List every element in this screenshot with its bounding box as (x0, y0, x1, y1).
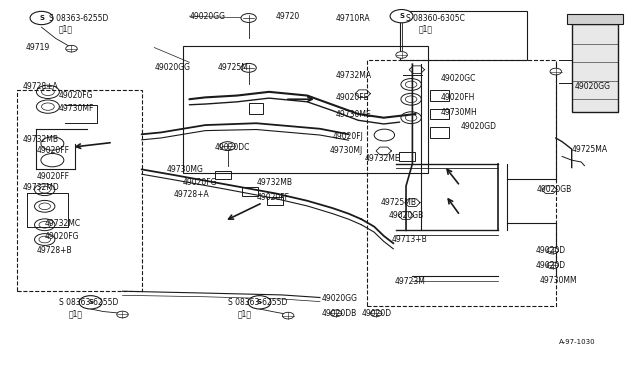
Text: 49020FE: 49020FE (336, 93, 369, 102)
Text: 49020FH: 49020FH (441, 93, 476, 102)
Bar (399, 153, 415, 161)
Text: 49732MB: 49732MB (256, 178, 292, 187)
Bar (268, 197, 284, 205)
Text: （1）: （1） (59, 25, 73, 33)
Text: S: S (399, 13, 404, 19)
Text: 49723M: 49723M (394, 278, 426, 286)
Text: 49020GD: 49020GD (460, 122, 496, 131)
Bar (430, 109, 449, 119)
Bar (572, 23, 618, 112)
Circle shape (550, 68, 561, 75)
Text: （1）: （1） (68, 309, 83, 318)
Text: S 08363-6255D: S 08363-6255D (59, 298, 118, 307)
Text: S 08360-6305C: S 08360-6305C (406, 13, 465, 22)
Text: 49020D: 49020D (536, 261, 566, 270)
Circle shape (241, 13, 256, 22)
Circle shape (390, 10, 413, 23)
Text: 49020FF: 49020FF (256, 193, 289, 202)
Text: 49020GG: 49020GG (575, 82, 611, 91)
Circle shape (66, 45, 77, 52)
Bar (17, 90, 141, 291)
Text: 49730MF: 49730MF (59, 104, 94, 113)
Circle shape (116, 311, 128, 318)
Bar (430, 127, 449, 138)
Circle shape (371, 310, 382, 317)
Text: 49020GC: 49020GC (441, 74, 476, 83)
Circle shape (30, 12, 53, 25)
Circle shape (79, 296, 102, 309)
Circle shape (396, 52, 407, 58)
Text: S: S (39, 15, 44, 20)
Text: 49728+A: 49728+A (173, 190, 209, 199)
Text: 49020GG: 49020GG (321, 294, 357, 303)
Text: 49725M: 49725M (218, 63, 249, 72)
Text: 49730MG: 49730MG (167, 165, 204, 174)
Text: 49732MB: 49732MB (22, 135, 58, 144)
Bar (430, 90, 449, 101)
Circle shape (282, 312, 294, 319)
Text: 49732MD: 49732MD (22, 183, 59, 192)
Text: 49020FF: 49020FF (36, 147, 69, 155)
Text: 49732MC: 49732MC (45, 219, 81, 228)
Text: 49728+B: 49728+B (36, 246, 72, 255)
Circle shape (547, 247, 558, 254)
Text: 49020GB: 49020GB (537, 185, 572, 194)
Text: 49730ME: 49730ME (336, 109, 372, 119)
Text: 49020GG: 49020GG (189, 12, 225, 21)
Text: 49728+A: 49728+A (22, 82, 58, 91)
Text: 49020D: 49020D (362, 309, 392, 318)
Text: S: S (257, 299, 262, 305)
Text: 49725MB: 49725MB (381, 198, 417, 207)
Text: 49020D: 49020D (536, 246, 566, 255)
Text: S: S (88, 299, 93, 305)
Text: 49020FJ: 49020FJ (333, 132, 364, 141)
Circle shape (220, 142, 236, 151)
Circle shape (248, 296, 271, 309)
Text: 49730MJ: 49730MJ (330, 147, 363, 155)
Bar (183, 46, 428, 173)
Text: 49730MM: 49730MM (540, 276, 577, 285)
Text: 49725MA: 49725MA (572, 145, 608, 154)
Text: 49730MH: 49730MH (441, 108, 478, 117)
Text: A-97-1030: A-97-1030 (559, 339, 596, 345)
Bar (215, 171, 231, 179)
Text: 49020GG: 49020GG (154, 63, 190, 72)
Bar (399, 11, 527, 61)
Text: 49720: 49720 (275, 12, 300, 21)
Circle shape (241, 63, 256, 72)
Text: 49732MA: 49732MA (336, 71, 372, 80)
Text: 49020DC: 49020DC (215, 143, 250, 152)
Text: 49020GB: 49020GB (388, 211, 424, 220)
Text: 49020FF: 49020FF (36, 172, 69, 181)
Text: （1）: （1） (419, 25, 433, 33)
Bar (242, 187, 258, 196)
Text: 49020FG: 49020FG (45, 232, 79, 241)
Text: S 08363-6255D: S 08363-6255D (49, 13, 109, 22)
Text: 49719: 49719 (26, 43, 50, 52)
Circle shape (330, 310, 342, 317)
Bar (566, 14, 623, 23)
Text: S 08363-6255D: S 08363-6255D (228, 298, 287, 307)
Text: 49020FG: 49020FG (183, 178, 218, 187)
Text: 49020FG: 49020FG (59, 91, 93, 100)
Text: 49732ME: 49732ME (365, 154, 400, 163)
Text: （1）: （1） (237, 309, 251, 318)
Text: 49713+B: 49713+B (392, 235, 427, 244)
Bar (249, 103, 263, 113)
Text: 49020DB: 49020DB (321, 309, 356, 318)
Text: 49710RA: 49710RA (336, 13, 371, 22)
Circle shape (547, 262, 558, 269)
Bar (367, 61, 556, 306)
